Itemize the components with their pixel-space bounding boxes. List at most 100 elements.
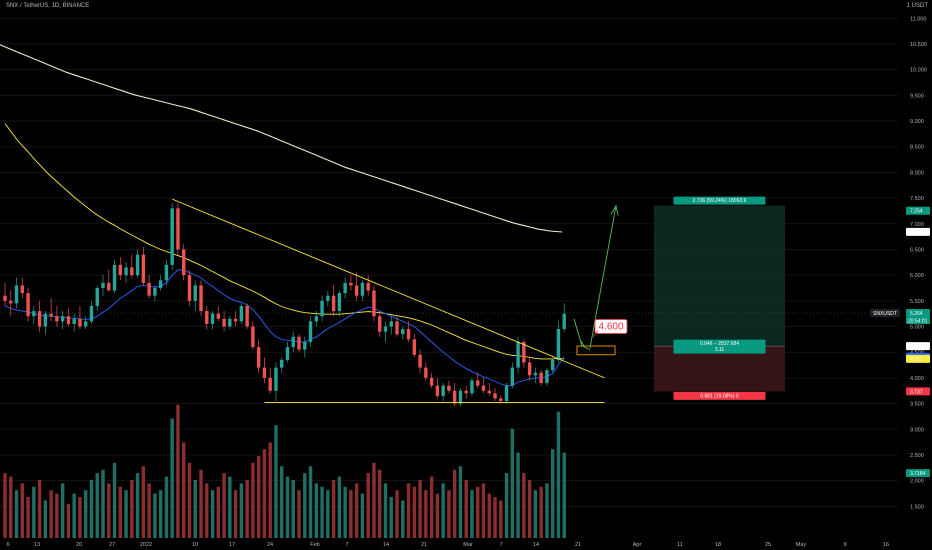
candle-body <box>26 293 30 317</box>
sma-long-line <box>0 44 563 233</box>
y-tick-label: 8.000 <box>910 170 924 176</box>
volume-bar <box>314 483 319 538</box>
candle <box>256 339 261 373</box>
y-tick-label: 2.000 <box>910 479 924 485</box>
candle-body <box>268 377 272 391</box>
y-tick-label: 10.500 <box>910 42 927 48</box>
candle <box>193 280 197 312</box>
price-tag: 3.737 <box>906 387 930 396</box>
candle-body <box>314 316 319 322</box>
candle-body <box>170 208 174 265</box>
x-tick-label: Apr <box>633 542 642 548</box>
candle-body <box>164 264 169 281</box>
candle <box>435 377 440 399</box>
volume-bar <box>372 462 376 538</box>
retest-arrow <box>573 318 591 351</box>
volume-bar <box>251 462 255 538</box>
candle-body <box>205 311 209 324</box>
price-tag: 3.7184 <box>906 469 930 478</box>
candle <box>268 367 272 394</box>
candle-body <box>210 313 215 324</box>
candle-body <box>366 282 370 291</box>
candle <box>37 300 42 332</box>
candle-body <box>487 390 491 394</box>
candle <box>26 287 30 322</box>
price-tag-text: 6.842 <box>910 230 923 236</box>
volume-bar <box>84 490 88 538</box>
candle-body <box>418 354 422 368</box>
candle <box>101 275 105 296</box>
candle <box>147 275 151 299</box>
y-tick-label: 11.000 <box>910 16 926 22</box>
volume-bar <box>539 486 543 538</box>
candle <box>424 362 428 381</box>
volume-bar <box>470 490 474 538</box>
volume-bar <box>418 479 422 538</box>
candle <box>487 383 491 396</box>
volume-bar <box>435 493 440 538</box>
candle <box>418 349 422 373</box>
annotation-pointer <box>592 330 599 338</box>
stop-label-bg <box>673 391 766 400</box>
candle <box>297 334 301 353</box>
volume-bar <box>464 479 468 538</box>
ema-slow-line <box>4 123 565 360</box>
y-tick-label: 5.500 <box>910 299 924 305</box>
candle-body <box>245 305 249 327</box>
candle <box>493 388 497 401</box>
candle <box>199 280 203 317</box>
candle-body <box>308 321 313 342</box>
volume-bar <box>268 442 272 538</box>
candle <box>354 272 359 301</box>
candle <box>527 357 532 381</box>
candle <box>216 305 221 322</box>
y-tick-label: 3.500 <box>910 402 924 408</box>
countdown-text: 20:54:01 <box>908 318 928 324</box>
candle-body <box>395 321 399 335</box>
candle-body <box>3 295 7 301</box>
candle <box>401 326 405 340</box>
volume-bar <box>193 479 197 538</box>
candle-body <box>354 285 359 296</box>
indicator-lines <box>0 44 565 387</box>
volume-bar <box>9 476 13 538</box>
x-tick-label: Mar <box>463 542 473 548</box>
volume-bar <box>147 483 151 538</box>
candle-body <box>228 318 232 327</box>
candle-body <box>239 305 244 322</box>
candle-body <box>251 326 255 348</box>
y-tick-label: 7.500 <box>910 196 924 202</box>
volume-bar <box>124 490 128 538</box>
entry-label-bg <box>673 339 766 354</box>
candle-body <box>182 249 186 276</box>
candle-body <box>147 282 151 296</box>
candle <box>9 290 13 317</box>
candle <box>308 316 313 348</box>
candle <box>274 362 278 401</box>
candle <box>89 300 94 324</box>
candle <box>72 313 76 332</box>
candle <box>280 357 284 373</box>
volume-bar <box>533 490 538 538</box>
candle-body <box>337 293 342 312</box>
candle-body <box>326 295 330 301</box>
candle-body <box>78 318 82 327</box>
volume-bar <box>199 469 203 538</box>
volume-bar <box>49 490 53 538</box>
candle <box>3 282 7 306</box>
candle <box>320 295 324 322</box>
volume-bar <box>43 500 48 538</box>
x-tick-label: 20 <box>76 542 82 548</box>
candle <box>84 316 88 330</box>
candle <box>314 311 319 327</box>
volume-bar <box>481 483 486 538</box>
volume-bar <box>412 486 417 538</box>
volume-bar <box>326 490 330 538</box>
volume-bar <box>424 490 428 538</box>
candle-body <box>510 367 515 386</box>
volume-bar <box>3 473 7 538</box>
candle <box>389 316 393 335</box>
candle-body <box>470 380 474 394</box>
y-tick-label: 2.500 <box>910 453 924 459</box>
